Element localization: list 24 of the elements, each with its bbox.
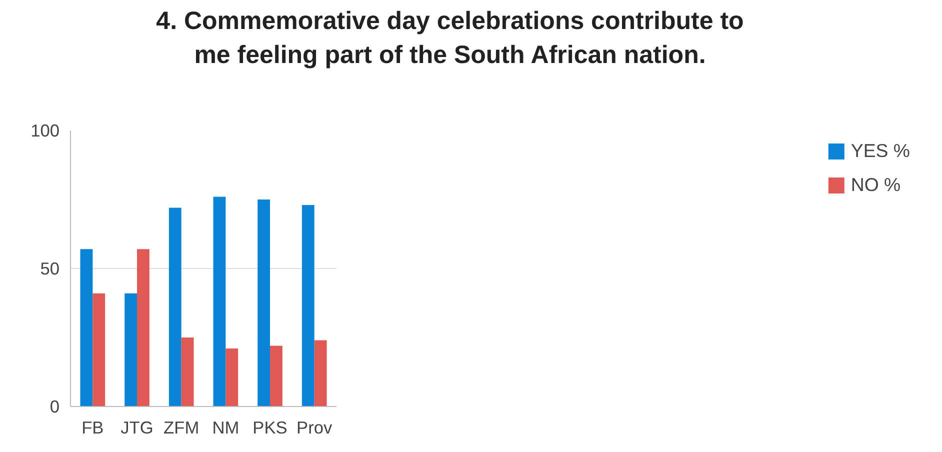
x-tick-label: ZFM	[164, 418, 200, 438]
y-tick-label: 100	[30, 120, 60, 140]
x-tick-label: NM	[212, 418, 240, 438]
y-tick-label: 50	[40, 258, 60, 278]
bar	[258, 200, 270, 406]
bar	[314, 340, 327, 406]
bar	[124, 293, 137, 406]
y-tick-label: 0	[50, 396, 60, 416]
bar	[137, 249, 150, 406]
legend-label: NO %	[850, 174, 901, 196]
bar	[270, 346, 282, 406]
x-tick-label: PKS	[252, 418, 288, 438]
text: 4. Commemorative day celebrations contribute to me feeling part of the South African nation.	[155, 6, 745, 71]
bar	[181, 338, 194, 406]
bar	[80, 249, 93, 406]
x-tick-label: JTG	[120, 418, 154, 438]
bar	[168, 208, 182, 406]
bar	[213, 196, 226, 406]
bar	[226, 348, 238, 406]
legend-label: YES %	[850, 140, 910, 162]
x-tick-label: FB	[82, 418, 104, 438]
bar	[302, 205, 314, 406]
bar	[92, 293, 106, 406]
x-tick-label: Prov	[296, 418, 332, 438]
